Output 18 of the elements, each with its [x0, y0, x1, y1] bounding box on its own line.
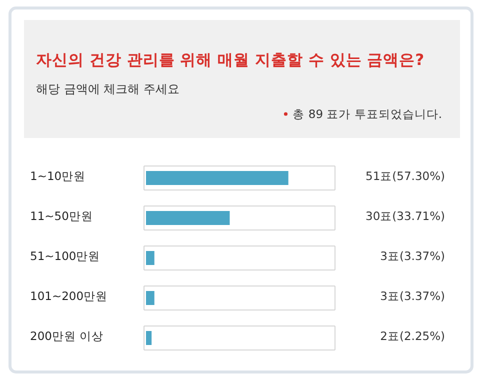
data-label: 30표(33.71%)	[366, 209, 445, 224]
bar	[146, 331, 152, 345]
y-tick-label: 51~100만원	[30, 249, 100, 264]
y-tick-label: 101~200만원	[30, 289, 108, 304]
y-tick-label: 200만원 이상	[30, 329, 104, 344]
chart-subtitle: 해당 금액에 체크해 주세요	[36, 82, 180, 96]
y-tick-label: 1~10만원	[30, 169, 86, 184]
bar	[146, 251, 154, 265]
data-label: 3표(3.37%)	[380, 289, 445, 304]
data-label: 2표(2.25%)	[380, 329, 445, 344]
bar	[146, 291, 154, 305]
chart-title: 자신의 건강 관리를 위해 매월 지출할 수 있는 금액은?	[36, 51, 424, 69]
y-tick-label: 11~50만원	[30, 209, 93, 224]
data-label: 3표(3.37%)	[380, 249, 445, 264]
bar	[146, 171, 288, 185]
data-label: 51표(57.30%)	[366, 169, 445, 184]
text: 총 89 표가 투표되었습니다.	[292, 107, 442, 121]
bar	[146, 211, 230, 225]
